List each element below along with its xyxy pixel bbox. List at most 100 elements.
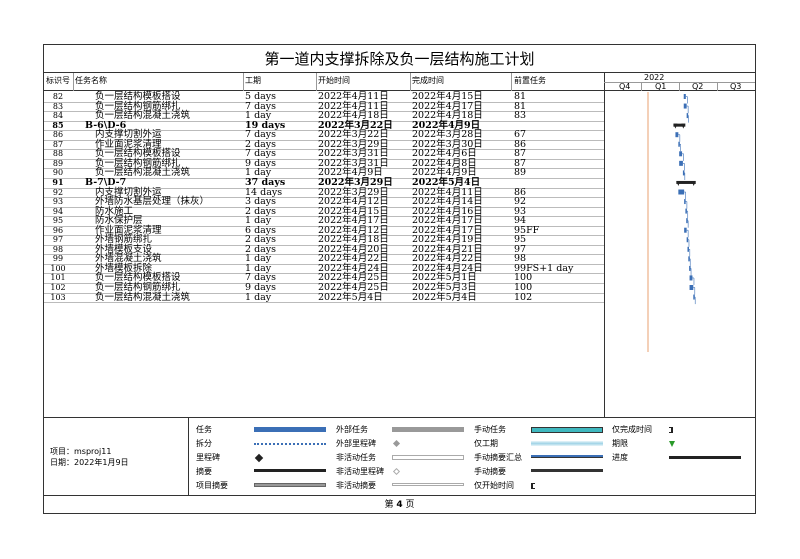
table-row[interactable]: 92 内支撑切割外运 14 days 2022年3月29日 2022年4月11日 86 — [44, 186, 755, 198]
task-finish: 2022年4月24日 — [412, 262, 483, 274]
task-name: 防水施工 — [95, 205, 134, 217]
task-start: 2022年4月25日 — [318, 272, 389, 284]
task-start: 2022年4月24日 — [318, 262, 389, 274]
row-divider — [44, 101, 604, 103]
task-duration: 2 days — [245, 205, 277, 217]
legend-split-icon — [254, 443, 326, 445]
task-duration: 7 days — [245, 100, 277, 112]
table-row[interactable]: 100 外墙模板拆除 1 day 2022年4月24日 2022年4月24日 99FS+1… — [44, 264, 755, 274]
header-quarter-q1: Q1 — [655, 82, 667, 91]
gantt-chart — [647, 92, 696, 352]
legend-startonly-icon — [531, 483, 535, 489]
table-row[interactable]: 85 B-6\D-6 19 days 2022年3月22日 2022年4月9日 — [44, 119, 755, 131]
task-predecessors: 92 — [514, 196, 527, 208]
table-row[interactable]: 82 负一层结构模板搭设 5 days 2022年4月11日 2022年4月15日 81 — [44, 92, 755, 102]
task-finish: 2022年4月15日 — [412, 91, 483, 102]
header-quarter-q4: Q4 — [619, 82, 631, 91]
task-start: 2022年3月31日 — [318, 157, 389, 169]
task-duration: 7 days — [245, 129, 277, 141]
divider — [641, 82, 642, 91]
table-row[interactable]: 95 防水保护层 1 day 2022年4月17日 2022年4月17日 94 — [44, 216, 755, 226]
task-predecessors: 102 — [514, 291, 533, 303]
task-bar — [683, 103, 687, 109]
task-bar — [679, 151, 683, 157]
task-finish: 2022年4月22日 — [412, 253, 483, 265]
table-row[interactable]: 93 外墙防水基层处理（抹灰） 3 days 2022年4月12日 2022年4月14日… — [44, 197, 755, 207]
task-start: 2022年4月25日 — [318, 282, 389, 293]
table-row[interactable]: 89 负一层结构钢筋绑扎 9 days 2022年3月31日 2022年4月8日 87 — [44, 159, 755, 169]
task-duration: 9 days — [245, 157, 277, 169]
task-id: 82 — [52, 92, 64, 101]
table-row[interactable]: 98 外墙模板支设 2 days 2022年4月20日 2022年4月21日 97 — [44, 245, 755, 255]
table-row[interactable]: 97 外墙钢筋绑扎 2 days 2022年4月18日 2022年4月19日 95 — [44, 235, 755, 245]
task-duration: 1 day — [245, 262, 272, 274]
task-finish: 2022年5月4日 — [412, 176, 481, 188]
task-predecessors: 87 — [514, 157, 527, 169]
legend-label: 手动任务 — [474, 425, 506, 434]
task-name: 外墙混凝土浇筑 — [95, 253, 162, 265]
task-duration: 1 day — [245, 215, 272, 227]
page-number: 4 — [396, 500, 403, 510]
task-id: 102 — [50, 283, 66, 292]
legend-label: 手动摘要汇总 — [474, 453, 522, 462]
task-name: 负一层结构钢筋绑扎 — [95, 100, 181, 112]
task-name: B-6\D-6 — [85, 119, 127, 131]
task-predecessors: 87 — [514, 148, 527, 160]
task-name: 负一层结构钢筋绑扎 — [95, 282, 181, 293]
header-finish: 完成时间 — [412, 76, 444, 85]
table-row[interactable]: 103 负一层结构混凝土浇筑 1 day 2022年5月4日 2022年5月4日 102 — [44, 291, 755, 303]
header-predecessors: 前置任务 — [514, 76, 546, 85]
legend-label: 任务 — [196, 425, 212, 434]
table-row[interactable]: 101 负一层结构模板搭设 7 days 2022年4月25日 2022年5月1日 100 — [44, 273, 755, 283]
task-predecessors: 98 — [514, 253, 527, 265]
table-row[interactable]: 91 B-7\D-7 37 days 2022年3月29日 2022年5月4日 — [44, 176, 755, 188]
task-start: 2022年4月11日 — [318, 100, 389, 112]
task-start: 2022年3月22日 — [318, 119, 393, 131]
task-id: 99 — [52, 254, 64, 264]
legend-manualrollup-icon — [531, 455, 603, 458]
table-row[interactable]: 88 负一层结构模板搭设 7 days 2022年3月31日 2022年4月6日 87 — [44, 149, 755, 159]
legend-label: 摘要 — [196, 467, 212, 476]
table-row[interactable]: 84 负一层结构混凝土浇筑 1 day 2022年4月18日 2022年4月18日 83 — [44, 111, 755, 121]
page-title: 第一道内支撑拆除及负一层结构施工计划 — [44, 45, 755, 73]
table-row[interactable]: 86 内支撑切割外运 7 days 2022年3月22日 2022年3月28日 67 — [44, 130, 755, 140]
task-name: 负一层结构模板搭设 — [95, 272, 181, 284]
task-bar — [683, 94, 686, 99]
task-bar — [684, 199, 686, 205]
row-divider — [44, 235, 604, 237]
table-row[interactable]: 102 负一层结构钢筋绑扎 9 days 2022年4月25日 2022年5月3日 100 — [44, 283, 755, 293]
task-duration: 2 days — [245, 234, 277, 246]
legend-label: 外部里程碑 — [336, 439, 376, 448]
table-row[interactable]: 94 防水施工 2 days 2022年4月15日 2022年4月16日 93 — [44, 207, 755, 217]
print-page: 第一道内支撑拆除及负一层结构施工计划 标识号 任务名称 工期 开始时间 完成时间… — [43, 44, 756, 514]
task-predecessors: 81 — [514, 91, 527, 102]
summary-end-cap — [691, 180, 696, 186]
task-id: 96 — [52, 225, 64, 235]
task-duration: 1 day — [245, 291, 272, 303]
divider — [316, 73, 317, 91]
task-predecessors: 67 — [514, 129, 527, 141]
task-id: 101 — [50, 273, 66, 283]
table-row[interactable]: 83 负一层结构钢筋绑扎 7 days 2022年4月11日 2022年4月17日 81 — [44, 100, 755, 112]
task-name: 内支撑切割外运 — [95, 186, 162, 198]
row-divider — [44, 283, 604, 284]
task-start: 2022年4月12日 — [318, 224, 389, 236]
task-finish: 2022年4月14日 — [412, 196, 483, 208]
task-name: 作业面泥浆清理 — [95, 224, 162, 236]
task-id: 86 — [52, 130, 64, 140]
task-bar — [685, 208, 687, 214]
task-duration: 2 days — [245, 243, 277, 255]
task-predecessors: 89 — [514, 167, 527, 179]
task-finish: 2022年4月17日 — [412, 215, 483, 227]
table-row[interactable]: 90 负一层结构混凝土浇筑 1 day 2022年4月9日 2022年4月9日 89 — [44, 168, 755, 178]
table-row[interactable]: 87 作业面泥浆清理 2 days 2022年3月29日 2022年3月30日 86 — [44, 140, 755, 150]
task-start: 2022年3月22日 — [318, 129, 389, 141]
task-predecessors: 94 — [514, 215, 527, 227]
table-row[interactable]: 96 作业面泥浆清理 6 days 2022年4月12日 2022年4月17日 95FF — [44, 226, 755, 236]
task-predecessors: 86 — [514, 138, 527, 150]
legend-label: 手动摘要 — [474, 467, 506, 476]
table-row[interactable]: 99 外墙混凝土浇筑 1 day 2022年4月22日 2022年4月22日 98 — [44, 254, 755, 264]
row-divider — [44, 292, 604, 294]
row-divider — [44, 168, 604, 170]
task-bar — [689, 275, 693, 281]
